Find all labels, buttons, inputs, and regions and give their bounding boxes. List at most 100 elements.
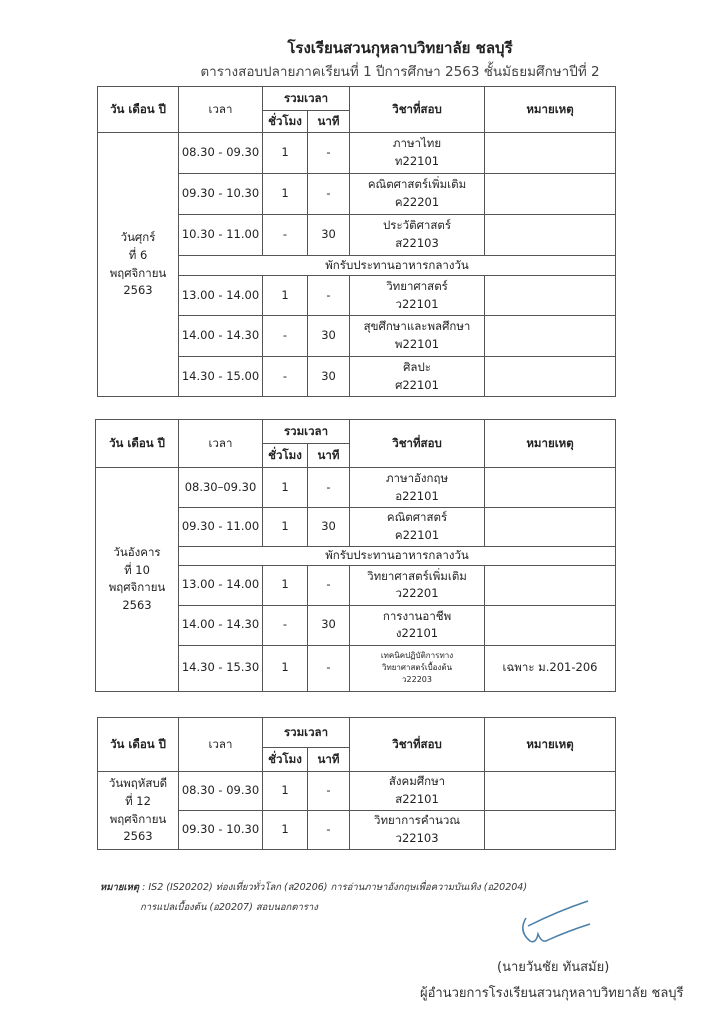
- exam-date-line: 2563: [123, 283, 153, 298]
- exam-minutes: -: [306, 564, 351, 606]
- header-row: วัน เดือน ปี เวลา รวมเวลา วิชาที่สอบ หมายเหต…: [97, 86, 617, 133]
- exam-minutes: -: [306, 771, 351, 811]
- note-line-2: การแปลเบื้องต้น (อ20207) สอบนอกตาราง: [140, 902, 318, 913]
- exam-minutes: -: [306, 132, 351, 174]
- exam-row: 14.30 - 15.00-30 ศิลปะ ศ22101: [98, 356, 617, 397]
- exam-hours: 1: [262, 467, 308, 508]
- subject-code: พ22101: [394, 337, 440, 351]
- header-date: วัน เดือน ปี: [97, 86, 179, 133]
- exam-remark: [484, 356, 617, 397]
- exam-remark: [484, 507, 617, 547]
- schedule-subtitle: ตารางสอบปลายภาคเรียนที่ 1 ปีการศึกษา 256…: [200, 64, 600, 80]
- subject-name: ภาษาอังกฤษ: [385, 470, 449, 485]
- school-name: โรงเรียนสวนกุหลาบวิทยาลัย ชลบุรี: [287, 39, 513, 57]
- exam-table-day-1: วัน เดือน ปี เวลา รวมเวลา วิชาที่สอบ หมายเหต…: [97, 86, 617, 397]
- exam-row: วันศุกร์ ที่ 6 พฤศจิกายน 2563 08.30 - 09.30 1…: [97, 132, 617, 397]
- header-minutes: นาที: [306, 110, 351, 133]
- header-total-time: รวมเวลา: [261, 86, 351, 111]
- exam-remark: [484, 132, 617, 174]
- lunch-break: พักรับประทานอาหารกลางวัน: [177, 546, 617, 566]
- subject-name: คณิตศาสตร์เพิ่มเติม: [367, 177, 467, 192]
- header-remark: หมายเหตุ: [484, 86, 617, 133]
- exam-row: 10.30 - 11.00-30 ประวัติศาสตร์ ส22103: [98, 214, 617, 256]
- exam-subject: วิทยาศาสตร์เพิ่มเติม ว22201: [349, 564, 486, 606]
- exam-subject: การงานอาชีพ ง22101: [349, 604, 486, 646]
- subject-code: ว22101: [395, 296, 439, 311]
- exam-time: 09.30 - 11.00: [178, 507, 263, 547]
- header-total-time: รวมเวลา: [261, 717, 351, 748]
- header-total-time: รวมเวลา: [261, 419, 351, 444]
- exam-minutes: 30: [306, 604, 351, 646]
- exam-subject: คณิตศาสตร์ ค22101: [349, 507, 486, 547]
- exam-hours: 1: [262, 507, 308, 547]
- signatory-title: ผู้อำนวยการโรงเรียนสวนกุหลาบวิทยาลัย ชลบ…: [420, 986, 684, 1001]
- header-date: วัน เดือน ปี: [95, 419, 179, 468]
- header-minutes: นาที: [306, 747, 351, 772]
- exam-row: วันพฤหัสบดี ที่ 12 พฤศจิกายน 2563 08.30 - 09…: [97, 771, 617, 850]
- header-remark: หมายเหตุ: [484, 419, 617, 468]
- subject-name: ประวัติศาสตร์: [383, 218, 452, 233]
- exam-subject: สุขศึกษาและพลศึกษา พ22101: [349, 315, 486, 357]
- exam-hours: 1: [262, 771, 308, 811]
- subject-name: วิทยาศาสตร์: [386, 278, 448, 293]
- exam-hours: -: [262, 214, 308, 256]
- exam-hours: -: [262, 604, 308, 646]
- exam-minutes: 30: [306, 214, 351, 256]
- exam-time: 14.00 - 14.30: [178, 315, 263, 357]
- subject-name: เทคนิคปฏิบัติการทาง: [380, 651, 454, 661]
- exam-row: วันอังคาร ที่ 10 พฤศจิกายน 2563 08.30–09.30 1…: [95, 467, 617, 692]
- header-time: เวลา: [178, 86, 263, 133]
- exam-time: 13.00 - 14.00: [178, 564, 263, 606]
- exam-remark: [484, 564, 617, 606]
- exam-remark: เฉพาะ ม.201-206: [484, 644, 617, 692]
- subject-code: ศ22101: [395, 377, 439, 392]
- exam-hours: 1: [262, 810, 308, 850]
- exam-time: 09.30 - 10.30: [178, 810, 263, 850]
- exam-date-line: 2563: [122, 598, 152, 613]
- exam-subject: คณิตศาสตร์เพิ่มเติม ค22201: [349, 173, 486, 215]
- exam-remark: [484, 315, 617, 357]
- exam-date-line: พฤศจิกายน: [109, 811, 167, 826]
- exam-hours: -: [262, 315, 308, 357]
- exam-minutes: -: [306, 275, 351, 316]
- exam-date-line: ที่ 10: [124, 562, 150, 577]
- subject-code: ว22201: [395, 586, 439, 601]
- header-time: เวลา: [178, 717, 263, 772]
- header-minutes: นาที: [306, 443, 351, 468]
- exam-time: 09.30 - 10.30: [178, 173, 263, 215]
- exam-date-line: ที่ 12: [125, 793, 151, 808]
- subject-name: สังคมศึกษา: [388, 774, 446, 789]
- signatory-name: (นายวันชัย ทันสมัย): [497, 960, 610, 975]
- exam-row: 14.00 - 14.30-30 สุขศึกษาและพลศึกษา พ22101: [98, 315, 617, 357]
- exam-row: 14.30 - 15.30 1- เทคนิคปฏิบัติการทาง วิทยาศ…: [96, 644, 617, 692]
- exam-remark: [484, 467, 617, 508]
- exam-time: 14.00 - 14.30: [178, 604, 263, 646]
- exam-hours: 1: [262, 173, 308, 215]
- subject-code: ง22101: [395, 626, 439, 641]
- exam-date-line: ที่ 6: [128, 247, 148, 262]
- exam-hours: 1: [262, 564, 308, 606]
- exam-time: 13.00 - 14.00: [178, 275, 263, 316]
- exam-remark: [484, 604, 617, 646]
- exam-hours: -: [262, 356, 308, 397]
- exam-remark: [484, 771, 617, 811]
- exam-time: 08.30 - 09.30: [178, 771, 263, 811]
- header-subject: วิชาที่สอบ: [349, 86, 486, 133]
- exam-subject: ภาษาอังกฤษ อ22101: [349, 467, 486, 508]
- subject-name: ภาษาไทย: [392, 136, 442, 151]
- exam-row: 13.00 - 14.00 1- วิทยาศาสตร์เพิ่มเติม ว2220…: [96, 564, 617, 606]
- header-hours: ชั่วโมง: [262, 747, 308, 772]
- exam-subject: เทคนิคปฏิบัติการทาง วิทยาศาสตร์เบื้องต้นว…: [349, 644, 486, 692]
- note-line-1: : IS2 (IS20202) ท่องเที่ยวทั่วโลก (ส2020…: [142, 882, 528, 893]
- exam-table-day-2: วัน เดือน ปี เวลา รวมเวลา วิชาที่สอบ หมายเหต…: [95, 419, 617, 692]
- lunch-break: พักรับประทานอาหารกลางวัน: [177, 255, 617, 276]
- subject-name: คณิตศาสตร์: [386, 510, 448, 525]
- subject-name: ศิลปะ: [403, 359, 431, 374]
- exam-date: วันพฤหัสบดี ที่ 12 พฤศจิกายน 2563: [97, 771, 179, 850]
- exam-minutes: -: [306, 644, 351, 692]
- exam-row: 09.30 - 11.00 1 30 คณิตศาสตร์ ค22101: [96, 507, 617, 547]
- exam-date-line: วันศุกร์: [120, 229, 156, 244]
- exam-date-line: พฤศจิกายน: [109, 265, 167, 280]
- exam-minutes: 30: [306, 315, 351, 357]
- exam-date: วันอังคาร ที่ 10 พฤศจิกายน 2563: [95, 467, 179, 692]
